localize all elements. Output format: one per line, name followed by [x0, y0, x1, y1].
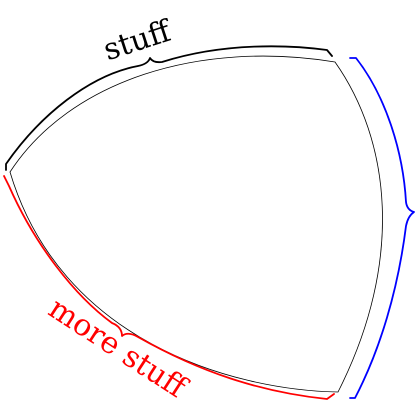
curved-triangle-shape — [9, 55, 383, 393]
bottom-left-brace — [3, 175, 335, 400]
top-brace — [5, 45, 333, 171]
bottom-left-brace-label: more stuff — [42, 291, 194, 407]
top-brace-label: stuff — [99, 13, 177, 68]
right-brace — [349, 57, 415, 399]
